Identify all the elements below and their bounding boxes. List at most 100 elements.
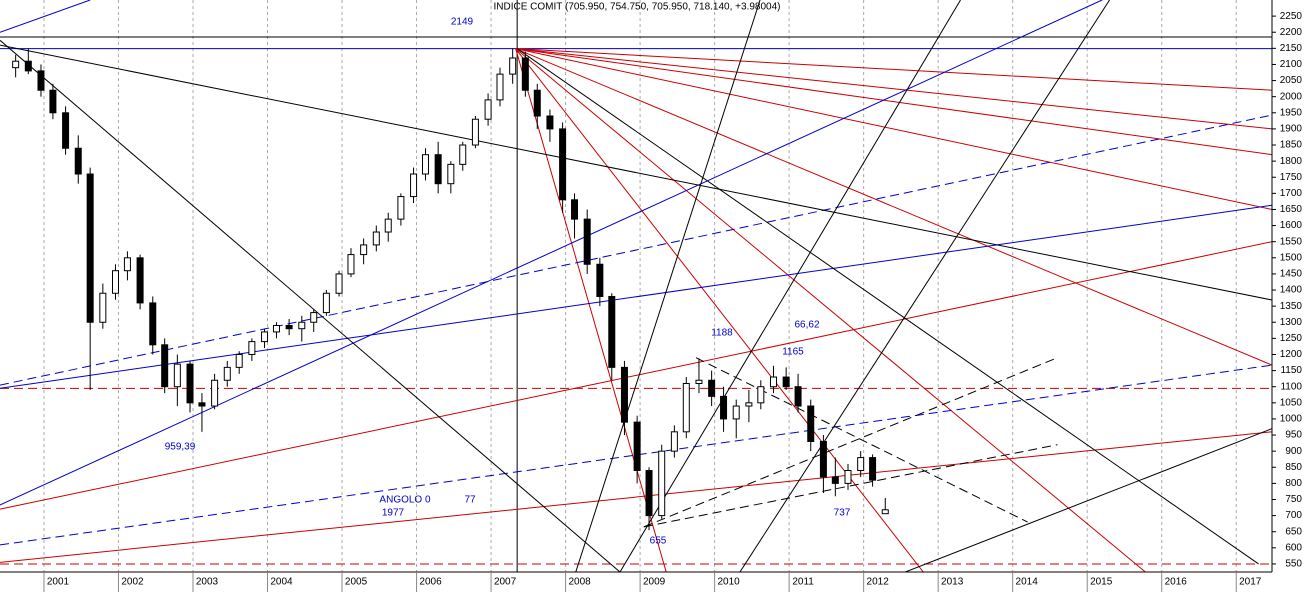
x-tick-label: 2009 bbox=[643, 577, 666, 588]
y-tick-label: 1700 bbox=[1280, 188, 1303, 199]
candle-body bbox=[757, 386, 765, 404]
trendline bbox=[516, 48, 1259, 565]
candle-body bbox=[99, 292, 107, 323]
candle-body bbox=[571, 199, 579, 220]
y-tick-label: 900 bbox=[1285, 446, 1302, 457]
x-tick-label: 2014 bbox=[1016, 577, 1039, 588]
candle-body bbox=[533, 89, 541, 117]
x-tick-label: 2012 bbox=[867, 577, 890, 588]
x-tick-label: 2004 bbox=[270, 577, 293, 588]
candle-body bbox=[347, 254, 355, 275]
candle-body bbox=[272, 324, 280, 333]
candle-body bbox=[173, 363, 181, 388]
trendline bbox=[515, 48, 667, 572]
x-tick-label: 2013 bbox=[941, 577, 964, 588]
trendline bbox=[575, 0, 761, 572]
grid bbox=[43, 0, 1237, 572]
trendline bbox=[619, 0, 961, 572]
trendline bbox=[515, 48, 1272, 156]
x-tick-label: 2005 bbox=[345, 577, 368, 588]
candle-body bbox=[708, 379, 716, 397]
candle-body bbox=[794, 386, 802, 407]
y-tick-label: 2250 bbox=[1280, 11, 1303, 22]
candle-body bbox=[12, 60, 20, 69]
y-tick-label: 750 bbox=[1285, 494, 1302, 505]
candle-body bbox=[596, 263, 604, 297]
annotation: 77 bbox=[464, 495, 476, 506]
x-tick-label: 2011 bbox=[792, 577, 814, 588]
y-tick-label: 2000 bbox=[1280, 91, 1303, 102]
candle-body bbox=[198, 402, 206, 407]
y-tick-label: 2100 bbox=[1280, 59, 1303, 70]
y-tick-label: 2050 bbox=[1280, 75, 1303, 86]
y-tick-label: 1600 bbox=[1280, 220, 1303, 231]
candle-body bbox=[633, 421, 641, 471]
trendline bbox=[0, 204, 1272, 389]
axes bbox=[0, 0, 1273, 573]
trendline bbox=[0, 0, 1103, 506]
y-tick-label: 1550 bbox=[1280, 236, 1303, 247]
trendline bbox=[643, 444, 1058, 528]
candle-body bbox=[459, 144, 467, 165]
candle-body bbox=[86, 173, 94, 323]
y-tick-label: 1800 bbox=[1280, 156, 1303, 167]
candle-body bbox=[559, 128, 567, 201]
candle-body bbox=[310, 312, 318, 323]
trendline bbox=[643, 357, 1058, 528]
candle-body bbox=[509, 57, 517, 75]
candle-body bbox=[881, 509, 889, 515]
y-tick-label: 1950 bbox=[1280, 107, 1303, 118]
y-tick-label: 1650 bbox=[1280, 204, 1303, 215]
candle-body bbox=[248, 341, 256, 355]
candle-body bbox=[298, 321, 306, 330]
y-tick-label: 1350 bbox=[1280, 301, 1303, 312]
candle-body bbox=[62, 112, 70, 149]
y-tick-label: 1000 bbox=[1280, 414, 1303, 425]
y-tick-label: 1900 bbox=[1280, 124, 1303, 135]
candle-body bbox=[74, 147, 82, 175]
chart-title: INDICE COMIT (705.950, 754.750, 705.950,… bbox=[494, 2, 781, 13]
candle-body bbox=[769, 376, 777, 388]
candle-body bbox=[384, 218, 392, 233]
candle-body bbox=[546, 115, 554, 130]
candle-body bbox=[645, 469, 653, 517]
candle-body bbox=[496, 73, 504, 101]
y-tick-label: 650 bbox=[1285, 526, 1302, 537]
y-tick-label: 1750 bbox=[1280, 172, 1303, 183]
y-tick-label: 600 bbox=[1285, 542, 1302, 553]
annotation: 66,62 bbox=[794, 320, 819, 331]
trendline bbox=[515, 48, 1272, 366]
candle-body bbox=[24, 60, 32, 72]
candle-body bbox=[745, 402, 753, 407]
trendline bbox=[0, 0, 91, 33]
x-tick-label: 2015 bbox=[1090, 577, 1113, 588]
annotation: 1188 bbox=[711, 328, 733, 339]
candle-body bbox=[235, 353, 243, 368]
y-tick-label: 1400 bbox=[1280, 285, 1303, 296]
trendline bbox=[515, 48, 1272, 210]
candle-body bbox=[149, 302, 157, 346]
trendline bbox=[695, 357, 1028, 523]
candle-body bbox=[223, 366, 231, 381]
x-tick-label: 2016 bbox=[1165, 577, 1188, 588]
candle-body bbox=[807, 405, 815, 442]
x-tick-label: 2007 bbox=[494, 577, 517, 588]
y-tick-label: 2200 bbox=[1280, 27, 1303, 38]
x-tick-label: 2003 bbox=[196, 577, 219, 588]
candle-body bbox=[49, 89, 57, 114]
candle-body bbox=[335, 273, 343, 294]
candle-body bbox=[583, 218, 591, 265]
candle-body bbox=[136, 257, 144, 304]
candle-body bbox=[670, 431, 678, 452]
x-tick-label: 2006 bbox=[419, 577, 442, 588]
trendline bbox=[515, 48, 1272, 91]
candle-body bbox=[372, 231, 380, 246]
candle-body bbox=[211, 379, 219, 407]
candle-body bbox=[322, 292, 330, 314]
candle-body bbox=[720, 395, 728, 420]
candle-body bbox=[484, 99, 492, 120]
annotation: 1165 bbox=[782, 347, 804, 358]
candle-body bbox=[695, 379, 703, 384]
